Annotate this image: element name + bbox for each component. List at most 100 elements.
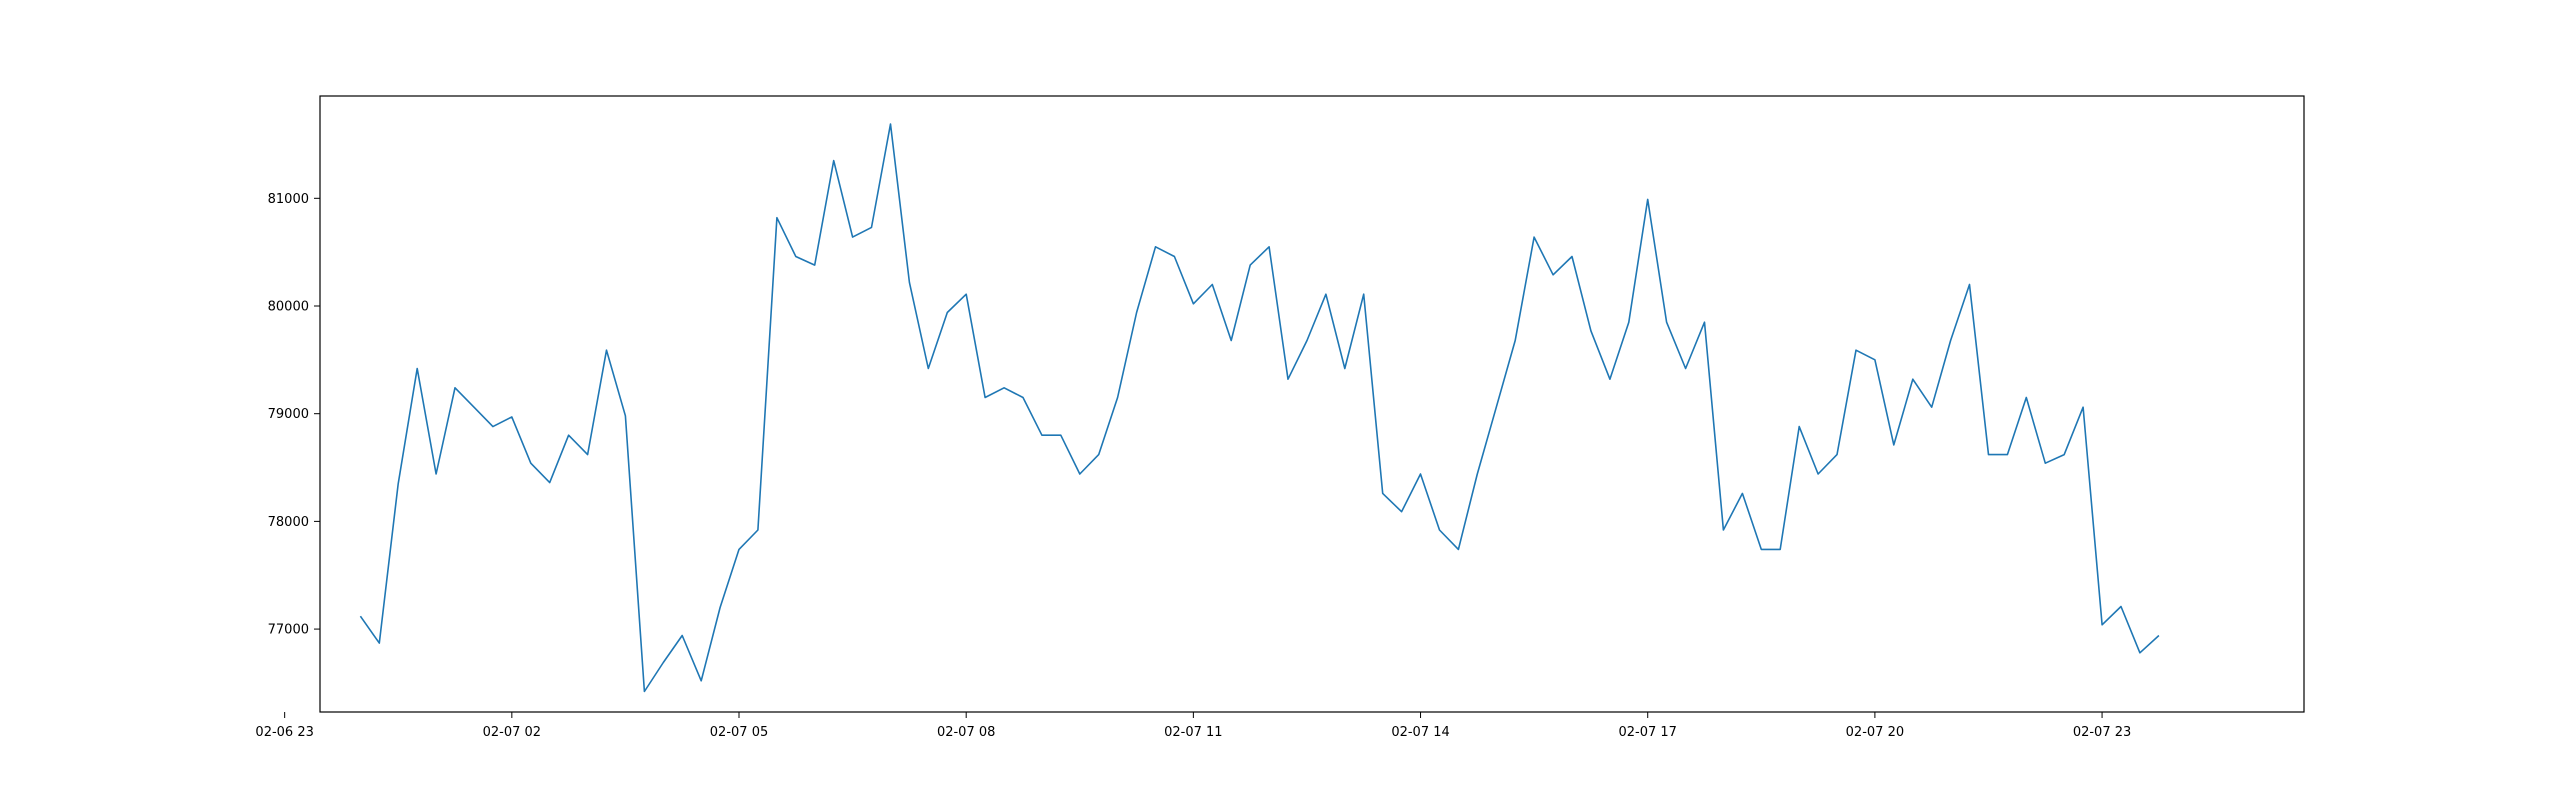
data-point [1135,311,1138,314]
data-point [1779,548,1782,551]
data-point [2082,406,2085,409]
data-point [548,481,551,484]
x-tick-label: 02-07 11 [1164,725,1222,740]
data-point [1760,548,1763,551]
data-point [1722,528,1725,531]
data-point [378,642,381,645]
x-tick-label: 02-07 23 [2073,725,2131,740]
data-point [1116,396,1119,399]
data-point [2157,634,2160,637]
data-point [775,216,778,219]
series-layer [359,122,2160,693]
data-point [2138,651,2141,654]
data-point [1457,548,1460,551]
data-point [416,367,419,370]
data-point [1703,321,1706,324]
data-point [1854,349,1857,352]
data-point [605,349,608,352]
series-line-0 [359,123,2160,693]
x-tick-label: 02-07 20 [1846,725,1904,740]
x-tick-label: 02-07 05 [710,725,768,740]
x-tick-label: 02-07 14 [1391,725,1449,740]
data-point [643,690,646,693]
data-point [1003,386,1006,389]
data-point [1892,443,1895,446]
data-point [2044,462,2047,465]
data-point [529,462,532,465]
x-tick-label: 02-07 08 [937,725,995,740]
data-point [1173,255,1176,258]
data-point [1741,492,1744,495]
data-point [1324,293,1327,296]
data-point [472,406,475,409]
data-point [1949,339,1952,342]
data-point [1552,273,1555,276]
data-point [1097,453,1100,456]
data-point [851,236,854,239]
data-point [681,634,684,637]
data-point [1078,472,1081,475]
data-point [1968,283,1971,286]
data-point [1514,339,1517,342]
data-point [870,226,873,229]
y-tick-label: 78000 [268,515,309,530]
data-point [1021,396,1024,399]
data-point [927,367,930,370]
data-point [1495,406,1498,409]
data-point [946,311,949,314]
data-point [700,679,703,682]
data-point [1533,236,1536,239]
data-point [1438,528,1441,531]
data-point [1589,329,1592,332]
data-point [1381,492,1384,495]
plot-frame [319,95,2305,713]
data-point [2063,453,2066,456]
data-point [359,615,362,618]
data-point [1362,293,1365,296]
data-point [1684,367,1687,370]
data-point [491,425,494,428]
y-tick-label: 79000 [268,407,309,422]
data-point [1911,378,1914,381]
x-tick-label: 02-07 17 [1618,725,1676,740]
data-point [2025,396,2028,399]
data-point [2006,453,2009,456]
data-point [1230,339,1233,342]
data-point [813,264,816,267]
data-point [1476,472,1479,475]
data-point [1419,472,1422,475]
data-point [586,453,589,456]
data-point [984,396,987,399]
x-tick-label: 02-06 23 [255,725,313,740]
data-point [965,293,968,296]
data-point [1873,358,1876,361]
data-point [1268,245,1271,248]
data-point [2101,623,2104,626]
data-point [2119,605,2122,608]
x-axis: 02-06 23 02-07 02 02-07 05 02-07 08 02-07 11… [255,712,2131,740]
data-point [1305,339,1308,342]
data-point [1627,321,1630,324]
data-point [719,606,722,609]
data-point [624,414,627,417]
data-point [1608,378,1611,381]
data-point [1040,434,1043,437]
data-point [1154,245,1157,248]
data-point [737,548,740,551]
data-point [1665,321,1668,324]
data-point [510,415,513,418]
data-point [1835,453,1838,456]
data-point [1211,283,1214,286]
data-point [662,661,665,664]
data-point [1059,434,1062,437]
data-point [889,122,892,125]
data-point [756,528,759,531]
data-point [832,159,835,162]
data-point [1400,510,1403,513]
data-point [397,482,400,485]
data-point [453,386,456,389]
data-point [567,434,570,437]
data-point [1798,425,1801,428]
